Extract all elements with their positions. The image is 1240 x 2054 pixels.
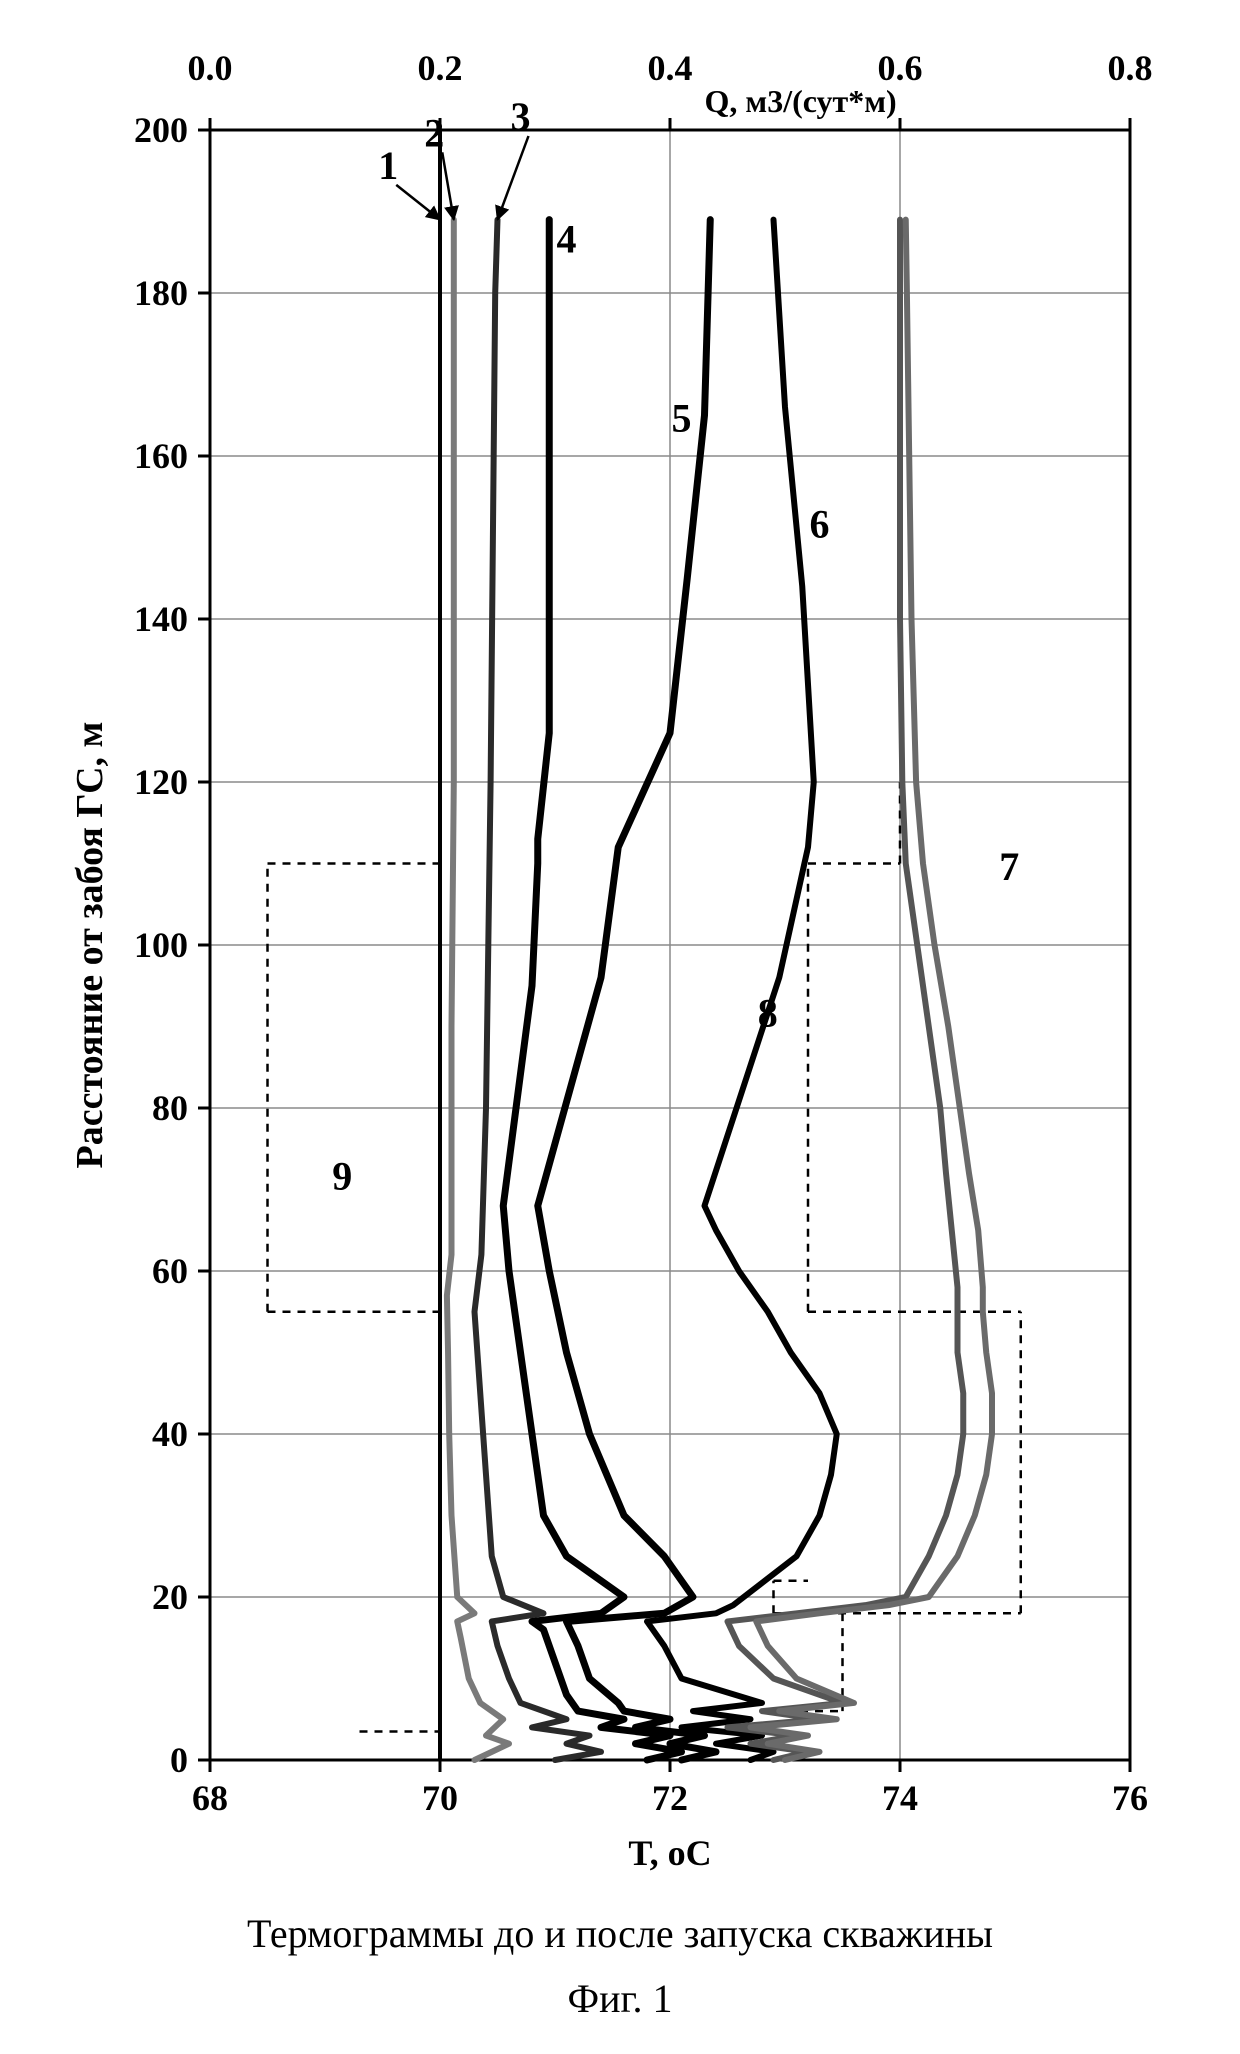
caption-text-2: Фиг. 1 (568, 1976, 673, 2021)
svg-text:0.6: 0.6 (878, 48, 923, 88)
svg-text:40: 40 (152, 1414, 188, 1454)
svg-text:60: 60 (152, 1251, 188, 1291)
svg-text:120: 120 (134, 762, 188, 802)
series-curve-3 (475, 220, 602, 1760)
svg-text:Расстояние от забоя ГС, м: Расстояние от забоя ГС, м (69, 722, 111, 1169)
svg-text:T, oC: T, oC (628, 1833, 711, 1873)
svg-text:200: 200 (134, 110, 188, 150)
svg-text:0.2: 0.2 (418, 48, 463, 88)
svg-text:68: 68 (192, 1778, 228, 1818)
svg-text:0.4: 0.4 (648, 48, 693, 88)
svg-text:20: 20 (152, 1577, 188, 1617)
svg-text:74: 74 (882, 1778, 918, 1818)
series-curve-4 (503, 220, 681, 1760)
series-curve-2 (447, 220, 509, 1760)
series-label-2: 2 (424, 110, 444, 155)
series-curve-5 (538, 220, 716, 1760)
chart-svg: 6870727476T, oC0.00.20.40.60.8Q, м3/(сут… (60, 40, 1180, 1890)
caption-line-2: Фиг. 1 (0, 1975, 1240, 2022)
svg-text:100: 100 (134, 925, 188, 965)
series-label-6: 6 (810, 502, 830, 547)
chart-container: 6870727476T, oC0.00.20.40.60.8Q, м3/(сут… (60, 40, 1180, 1890)
svg-text:0: 0 (170, 1740, 188, 1780)
series-label-8: 8 (758, 991, 778, 1036)
svg-text:160: 160 (134, 436, 188, 476)
page: 6870727476T, oC0.00.20.40.60.8Q, м3/(сут… (0, 0, 1240, 2054)
svg-text:80: 80 (152, 1088, 188, 1128)
svg-text:180: 180 (134, 273, 188, 313)
svg-text:0.8: 0.8 (1108, 48, 1153, 88)
series-label-9: 9 (332, 1154, 352, 1199)
series-label-4: 4 (557, 216, 577, 261)
svg-text:0.0: 0.0 (188, 48, 233, 88)
series-label-1: 1 (378, 143, 398, 188)
series-label-7: 7 (999, 844, 1019, 889)
svg-text:70: 70 (422, 1778, 458, 1818)
svg-text:72: 72 (652, 1778, 688, 1818)
svg-text:76: 76 (1112, 1778, 1148, 1818)
svg-text:Q, м3/(сут*м): Q, м3/(сут*м) (705, 83, 897, 119)
caption-text-1: Термограммы до и после запуска скважины (247, 1911, 993, 1956)
series-label-5: 5 (672, 396, 692, 441)
caption-line-1: Термограммы до и после запуска скважины (0, 1910, 1240, 1957)
series-label-3: 3 (511, 94, 531, 139)
svg-text:140: 140 (134, 599, 188, 639)
